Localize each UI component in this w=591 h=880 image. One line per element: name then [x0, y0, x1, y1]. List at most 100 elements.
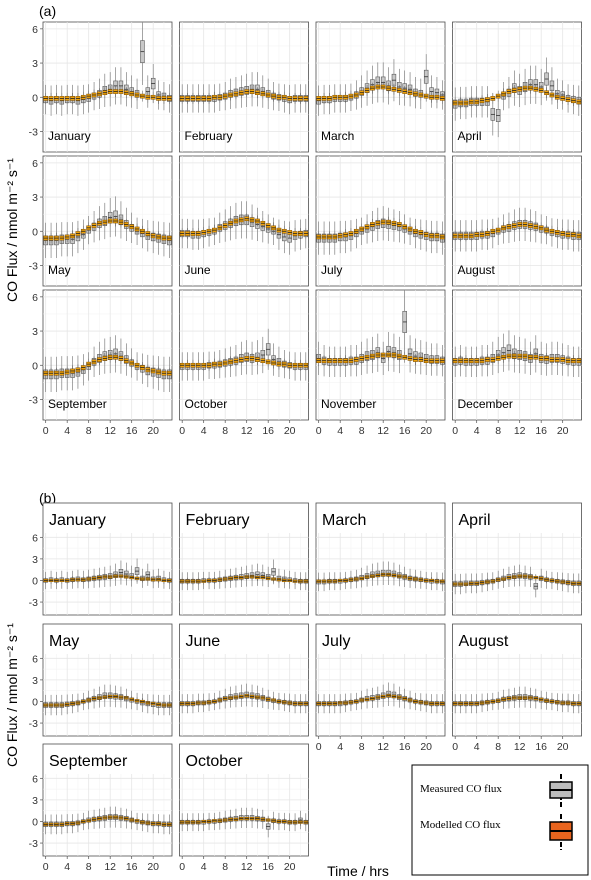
panels-group-a: January 6 3 0 -3 February March April May 6 3 0 -3 Ju…: [29, 21, 582, 437]
panel-background: [179, 155, 309, 287]
panel-label: September: [48, 397, 107, 411]
panel-background: [179, 289, 309, 421]
y-tick-label: 6: [32, 158, 38, 170]
y-tick-label: -3: [29, 260, 38, 272]
x-tick-label: 8: [359, 425, 365, 437]
panel-june: June: [179, 623, 309, 737]
x-tick-label: 0: [452, 741, 458, 753]
y-tick-label: -3: [29, 394, 38, 406]
panel-background: [315, 21, 446, 153]
x-tick-label: 12: [514, 425, 526, 437]
panel-label: April: [458, 129, 482, 143]
legend-modelled-label: Modelled CO flux: [420, 819, 501, 831]
panel-label: December: [458, 397, 513, 411]
panel-label: November: [321, 397, 376, 411]
panel-background: [315, 155, 446, 287]
x-tick-label: 0: [43, 425, 49, 437]
panel-label: June: [186, 633, 221, 650]
panel-may: May 6 3 0 -3: [29, 623, 173, 737]
x-tick-label: 16: [535, 425, 547, 437]
x-tick-label: 16: [399, 425, 411, 437]
panel-february: February: [179, 502, 309, 616]
y-tick-label: -3: [29, 838, 38, 850]
x-tick-label: 12: [104, 425, 116, 437]
panel-label: February: [185, 129, 233, 143]
x-tick-label: 4: [337, 425, 343, 437]
x-tick-label: 8: [222, 425, 228, 437]
panel-label: October: [186, 753, 244, 770]
x-tick-label: 4: [337, 741, 343, 753]
panel-background: [42, 155, 173, 287]
panel-background: [42, 289, 173, 421]
x-tick-label: 16: [126, 861, 138, 873]
x-tick-label: 12: [104, 861, 116, 873]
x-tick-label: 20: [147, 425, 159, 437]
y-tick-label: -3: [29, 718, 38, 730]
panel-january: January 6 3 0 -3: [29, 502, 173, 616]
y-tick-label: 6: [32, 292, 38, 304]
panel-april: April: [452, 502, 582, 616]
panels-group-b: January 6 3 0 -3 February March April May 6 3 0 -3 Ju…: [29, 502, 582, 873]
panel-june: June: [179, 155, 309, 287]
y-tick-label: 3: [32, 58, 38, 70]
y-tick-label: 3: [32, 554, 38, 566]
panel-september: September 6 3 0 -3 0 4 8 12 16 20: [29, 289, 173, 437]
x-tick-label: 16: [262, 425, 274, 437]
legend: Measured CO flux Modelled CO flux: [411, 764, 589, 876]
y-tick-label: 0: [32, 360, 38, 372]
x-tick-label: 20: [420, 741, 432, 753]
panel-july: July 0 4 8 12 16 20: [315, 623, 446, 753]
panel-label: April: [459, 512, 491, 529]
panel-july: July: [315, 155, 446, 287]
x-tick-label: 4: [201, 861, 207, 873]
y-axis-label-b: CO Flux / nmol m⁻² s⁻¹: [4, 623, 20, 767]
panel-background: [42, 21, 173, 153]
y-tick-label: 0: [32, 575, 38, 587]
x-tick-label: 4: [64, 861, 70, 873]
x-tick-label: 20: [147, 861, 159, 873]
x-tick-label: 4: [64, 425, 70, 437]
x-tick-label: 16: [126, 425, 138, 437]
panel-january: January 6 3 0 -3: [29, 21, 173, 153]
x-tick-label: 16: [535, 741, 547, 753]
panel-september: September 6 3 0 -3 0 4 8 12 16 20: [29, 743, 173, 873]
panel-august: August: [452, 155, 582, 287]
panel-background: [315, 289, 446, 421]
panel-label: August: [459, 633, 509, 650]
panel-february: February: [179, 21, 309, 153]
panel-label: January: [48, 129, 91, 143]
panel-label: July: [322, 633, 350, 650]
panel-background: [179, 21, 309, 153]
x-tick-label: 12: [241, 425, 253, 437]
y-tick-label: 6: [32, 653, 38, 665]
panel-background: [452, 155, 582, 287]
panel-may: May 6 3 0 -3: [29, 155, 173, 287]
section-label-a: (a): [39, 3, 56, 19]
y-tick-label: -3: [29, 126, 38, 138]
y-tick-label: 0: [32, 226, 38, 238]
panel-august: August 0 4 8 12 16 20: [452, 623, 582, 753]
x-tick-label: 16: [262, 861, 274, 873]
x-tick-label: 12: [241, 861, 253, 873]
panel-march: March: [315, 502, 446, 616]
y-axis-label-a: CO Flux / nmol m⁻² s⁻¹: [4, 158, 20, 302]
panel-label: January: [49, 512, 106, 529]
x-tick-label: 8: [359, 741, 365, 753]
x-tick-label: 0: [179, 861, 185, 873]
x-tick-label: 0: [316, 741, 322, 753]
y-tick-label: 6: [32, 24, 38, 36]
panel-background: [452, 289, 582, 421]
panel-label: May: [49, 633, 79, 650]
panel-december: December 0 4 8 12 16 20: [452, 289, 582, 437]
panel-march: March: [315, 21, 446, 153]
panel-november: November 0 4 8 12 16 20: [315, 289, 446, 437]
panel-label: October: [185, 397, 228, 411]
panel-label: June: [185, 263, 211, 277]
legend-measured-label: Measured CO flux: [420, 783, 502, 795]
x-tick-label: 12: [514, 741, 526, 753]
x-tick-label: 8: [222, 861, 228, 873]
x-tick-label: 12: [377, 425, 389, 437]
x-tick-label: 12: [377, 741, 389, 753]
y-tick-label: -3: [29, 597, 38, 609]
